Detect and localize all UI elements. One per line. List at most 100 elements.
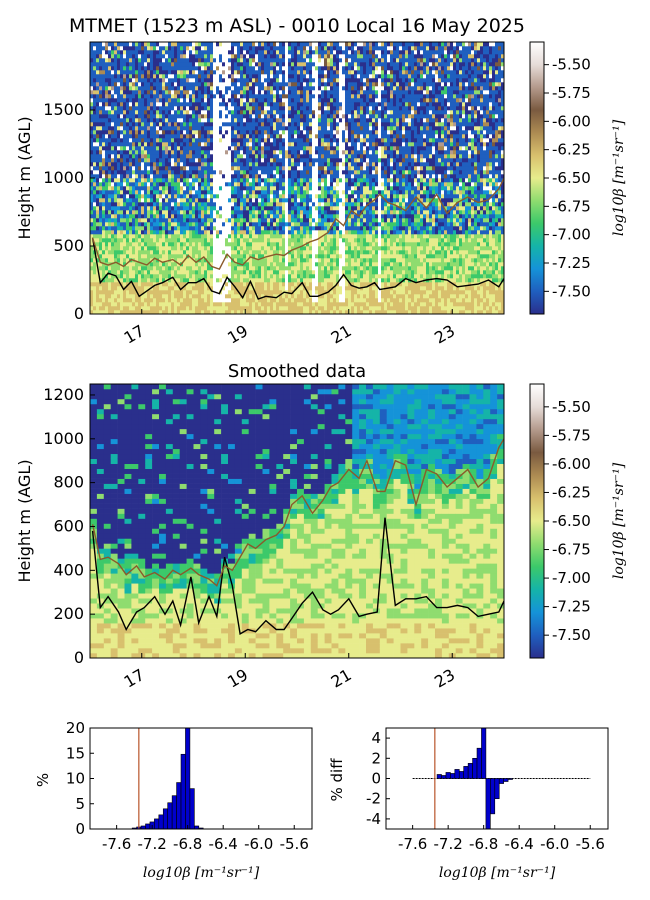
histogram-bar [145,823,151,830]
difference-bar [498,778,504,784]
raw-ylabel: Height m (AGL) [15,116,34,239]
difference-panel: -7.6 -7.2 -6.8 -6.4 -6.0 -5.6 -4 -2 0 2 4 % diff l… [328,727,609,881]
histogram-bar [180,753,186,830]
difference-xlabel: log10β [m⁻¹sr⁻¹] [439,865,556,881]
difference-bar [445,772,451,779]
smoothed-cbar-label: -6.25 [552,483,591,501]
histogram-ytick-label: 10 [66,770,85,788]
smoothed-ytick-label: 200 [53,604,84,623]
raw-xtick-label: 17 [121,321,148,348]
smoothed-cbar-label: -5.50 [552,398,591,416]
smoothed-cbar-label: -6.75 [552,541,591,559]
raw-cbar-label: -6.25 [552,141,591,159]
difference-bar [472,757,478,779]
smoothed-xtick-label: 17 [121,665,148,692]
histogram-xtick-label: -7.2 [138,835,167,853]
smoothed-ytick-label: 0 [74,648,84,667]
smoothed-cbar-label: -6.00 [552,455,591,473]
raw-panel: 17 19 21 23 0 500 1000 1500 Height m (AGL) [15,41,505,348]
difference-bar [507,778,513,780]
histogram-xtick-label: -6.0 [244,835,273,853]
difference-bar [454,769,460,779]
difference-ylabel: % diff [328,758,346,802]
difference-xtick-label: -7.2 [434,835,463,853]
difference-xtick-label: -6.0 [540,835,569,853]
smoothed-series-line-1 [91,438,504,587]
raw-cbar-label: -7.25 [552,254,591,272]
smoothed-colorbar: -5.50 -5.75 -6.00 -6.25 -6.50 -6.75 -7.00 -7.25… [529,383,627,659]
raw-ytick-label: 0 [74,304,84,323]
smoothed-xtick-label: 23 [431,665,458,692]
histogram-ylabel: % [34,773,52,787]
raw-xtick-label: 19 [224,321,251,348]
histogram-xtick-label: -6.8 [173,835,202,853]
raw-cbar-label: -6.50 [552,169,591,187]
difference-bar [450,773,456,779]
smoothed-xtick-label: 19 [224,665,251,692]
raw-cbar-label: -7.00 [552,226,591,244]
difference-bar [458,771,465,779]
smoothed-ytick-label: 1000 [43,429,84,448]
difference-bar [503,778,509,782]
smoothed-frame [89,383,505,659]
smoothed-cbar-label: -5.75 [552,426,591,444]
smoothed-panel: 17 19 21 23 0 200 400 600 800 1000 1200 Height m (… [15,383,505,692]
difference-xtick-label: -5.6 [576,835,605,853]
smoothed-cbar-label: -7.25 [552,598,591,616]
raw-series-line-0 [91,237,504,300]
histogram-bar [189,788,195,830]
difference-bar [467,763,473,779]
smoothed-ytick-label: 1200 [43,385,84,404]
smoothed-title: Smoothed data [228,361,366,382]
difference-ytick-label: 0 [371,770,381,788]
histogram-bar [167,802,173,830]
histogram-ytick-label: 15 [66,744,85,762]
raw-xtick-label: 21 [328,321,355,348]
raw-cbar-label: -6.00 [552,112,591,130]
raw-colorbar-label: log10β [m⁻¹sr⁻¹] [611,119,627,236]
smoothed-ytick-label: 600 [53,516,84,535]
difference-bar [476,747,482,779]
difference-bar [494,778,500,800]
raw-ytick-label: 1000 [43,168,84,187]
difference-ytick-label: -4 [366,810,381,828]
raw-cbar-label: -5.75 [552,84,591,102]
smoothed-ytick-label: 800 [53,473,84,492]
histogram-bar [158,814,164,830]
raw-cbar-label: -5.50 [552,56,591,74]
raw-cbar-label: -6.75 [552,197,591,215]
raw-cbar-label: -7.50 [552,282,591,300]
difference-xtick-label: -6.4 [505,835,534,853]
histogram-bar [176,782,182,830]
smoothed-cbar-label: -6.50 [552,512,591,530]
difference-bar [490,778,496,815]
histogram-frame [89,727,313,830]
difference-bar [436,774,442,779]
raw-ytick-label: 1500 [43,100,84,119]
smoothed-xtick-label: 21 [328,665,355,692]
figure-title: MTMET (1523 m ASL) - 0010 Local 16 May 2… [69,15,525,37]
raw-ytick-label: 500 [53,236,84,255]
histogram-xlabel: log10β [m⁻¹sr⁻¹] [143,865,260,881]
histogram-bar [162,808,168,830]
difference-xtick-label: -6.8 [469,835,498,853]
histogram-panel: -7.6 -7.2 -6.8 -6.4 -6.0 -5.6 0 5 10 15 20 % log10… [34,719,313,881]
raw-colorbar: -5.50 -5.75 -6.00 -6.25 -6.50 -6.75 -7.00 -7.25… [529,41,627,315]
histogram-xtick-label: -7.6 [102,835,131,853]
smoothed-series-line-0 [91,517,504,636]
histogram-ytick-label: 20 [66,719,85,737]
histogram-bar [185,727,191,830]
difference-ytick-label: 2 [371,749,381,767]
histogram-xtick-label: -5.6 [280,835,309,853]
difference-ytick-label: -2 [366,790,381,808]
smoothed-ylabel: Height m (AGL) [15,459,34,582]
difference-bar [485,778,491,830]
histogram-xtick-label: -6.4 [209,835,238,853]
raw-series-line-1 [91,177,504,270]
difference-xtick-label: -7.6 [398,835,427,853]
smoothed-cbar-label: -7.00 [552,569,591,587]
difference-ytick-label: 4 [371,729,381,747]
difference-bar [481,727,487,779]
smoothed-colorbar-label: log10β [m⁻¹sr⁻¹] [611,462,627,579]
